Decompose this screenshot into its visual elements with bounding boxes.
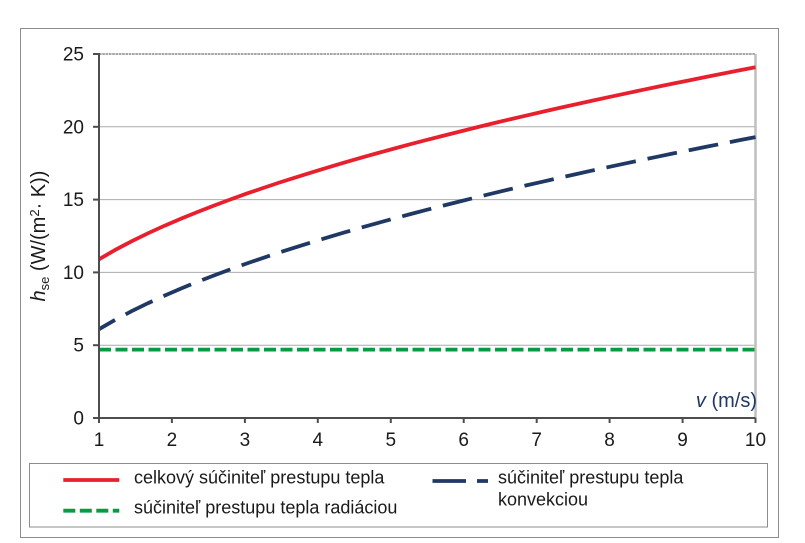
svg-text:6: 6	[458, 430, 469, 451]
svg-text:10: 10	[745, 430, 766, 451]
svg-text:25: 25	[63, 45, 84, 66]
svg-text:2: 2	[167, 430, 178, 451]
svg-text:hse (W/(m2· K)): hse (W/(m2· K))	[27, 171, 52, 302]
svg-text:súčiniteľ prestupu tepla radiá: súčiniteľ prestupu tepla radiáciou	[134, 498, 397, 518]
svg-text:8: 8	[604, 430, 615, 451]
svg-text:0: 0	[73, 409, 84, 430]
svg-text:9: 9	[677, 430, 688, 451]
svg-text:4: 4	[313, 430, 324, 451]
svg-text:10: 10	[63, 263, 84, 284]
svg-text:7: 7	[531, 430, 542, 451]
svg-text:15: 15	[63, 190, 84, 211]
svg-text:celkový súčiniteľ prestupu tep: celkový súčiniteľ prestupu tepla	[134, 468, 385, 488]
svg-text:1: 1	[94, 430, 105, 451]
svg-text:5: 5	[386, 430, 397, 451]
svg-text:20: 20	[63, 117, 84, 138]
svg-text:konvekciou: konvekciou	[498, 490, 588, 510]
svg-text:3: 3	[240, 430, 251, 451]
svg-text:súčiniteľ prestupu tepla: súčiniteľ prestupu tepla	[498, 468, 684, 488]
svg-text:5: 5	[73, 336, 84, 357]
svg-text:v (m/s): v (m/s)	[696, 390, 757, 412]
